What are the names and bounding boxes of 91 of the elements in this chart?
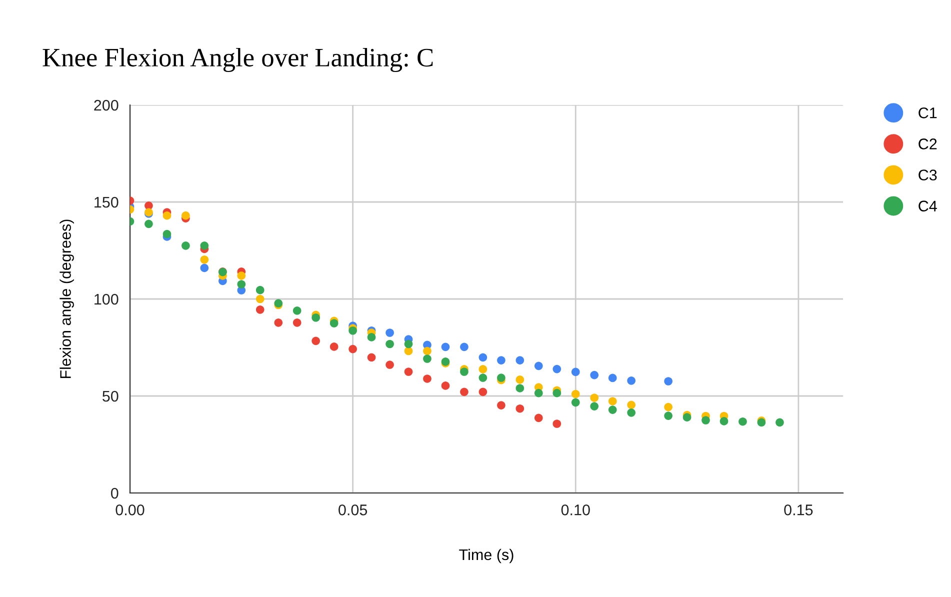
- y-tick-label: 50: [102, 390, 118, 402]
- point: [571, 368, 580, 376]
- point: [720, 417, 728, 426]
- point: [497, 374, 506, 382]
- point: [516, 356, 524, 364]
- y-tick-label: 100: [94, 294, 118, 305]
- point: [478, 365, 488, 374]
- x-tick-label: 0.00: [116, 504, 144, 516]
- point: [348, 326, 357, 335]
- point: [200, 264, 209, 272]
- point: [497, 401, 506, 410]
- point: [571, 398, 580, 407]
- legend-label: C3: [918, 170, 937, 180]
- point: [627, 376, 636, 385]
- point: [182, 241, 190, 250]
- point: [162, 230, 172, 238]
- point: [386, 360, 394, 369]
- point: [386, 328, 394, 337]
- point: [404, 368, 413, 376]
- point: [664, 377, 672, 386]
- point: [534, 388, 543, 398]
- point: [664, 412, 672, 420]
- point: [441, 382, 450, 390]
- legend-label: C4: [918, 200, 937, 212]
- point: [460, 388, 468, 396]
- point: [292, 318, 302, 327]
- point: [776, 418, 784, 427]
- point: [608, 406, 617, 414]
- point: [478, 388, 488, 396]
- point: [552, 364, 562, 374]
- point: [571, 390, 580, 398]
- point: [404, 340, 413, 348]
- point: [386, 340, 394, 348]
- legend-label: C2: [918, 138, 937, 150]
- point: [312, 336, 320, 346]
- point: [330, 342, 338, 351]
- point: [738, 417, 747, 426]
- x-tick-label: 0.10: [561, 504, 590, 516]
- point: [460, 368, 468, 376]
- point: [292, 306, 302, 315]
- point: [404, 346, 413, 356]
- y-tick-label: 200: [94, 100, 118, 111]
- point: [423, 354, 432, 363]
- point: [664, 402, 672, 412]
- point: [256, 294, 264, 304]
- point: [256, 306, 264, 314]
- point: [516, 376, 524, 384]
- point: [441, 342, 450, 352]
- point: [516, 404, 524, 413]
- point: [478, 353, 488, 362]
- y-axis-title: Flexion angle (degrees): [60, 220, 74, 378]
- point: [312, 313, 320, 322]
- point: [237, 272, 246, 280]
- x-tick-label: 0.15: [784, 504, 813, 516]
- point: [182, 211, 190, 220]
- point: [367, 333, 376, 342]
- point: [590, 370, 599, 380]
- point: [608, 397, 617, 406]
- point: [534, 414, 543, 422]
- point: [627, 408, 636, 417]
- point: [590, 402, 599, 410]
- point: [200, 255, 209, 264]
- point: [200, 241, 209, 250]
- point: [237, 280, 246, 288]
- point: [423, 374, 432, 383]
- point: [608, 374, 617, 382]
- point: [367, 353, 376, 362]
- point: [256, 286, 264, 294]
- legend-label: C1: [918, 108, 937, 118]
- point: [348, 344, 357, 354]
- point: [478, 374, 488, 382]
- x-tick-label: 0.05: [338, 504, 368, 516]
- point: [702, 416, 710, 424]
- point: [682, 413, 692, 422]
- point: [460, 342, 468, 352]
- point: [330, 319, 338, 328]
- chart-title: Knee Flexion Angle over Landing: C: [42, 48, 433, 72]
- y-tick-label: 150: [94, 196, 118, 208]
- point: [144, 220, 153, 228]
- point: [534, 362, 543, 370]
- point: [274, 318, 283, 327]
- point: [162, 211, 172, 220]
- point: [497, 356, 506, 364]
- point: [516, 384, 524, 392]
- point: [552, 420, 562, 428]
- x-axis-title: Time (s): [459, 548, 514, 564]
- y-tick-label: 0: [110, 488, 118, 499]
- point: [423, 346, 432, 356]
- point: [590, 394, 599, 402]
- point: [552, 388, 562, 398]
- point: [627, 400, 636, 410]
